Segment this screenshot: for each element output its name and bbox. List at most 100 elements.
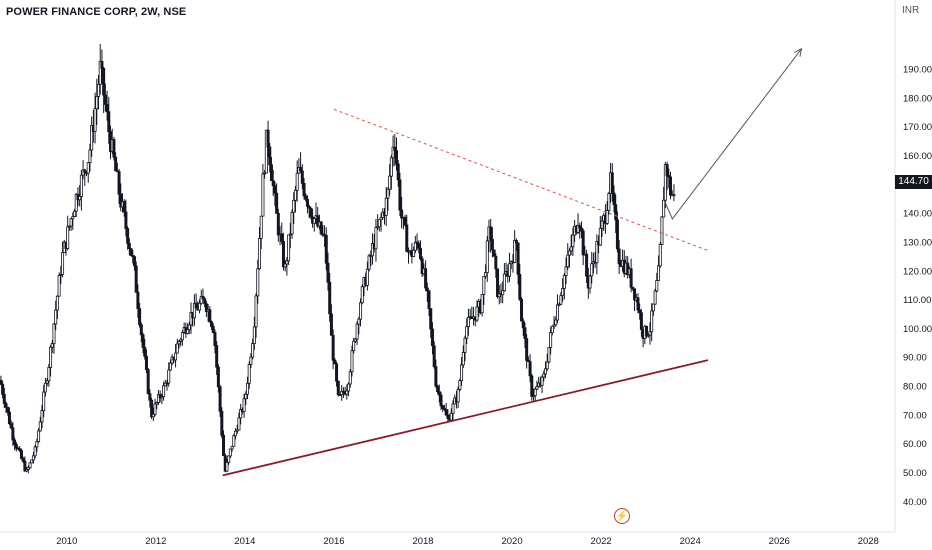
candle xyxy=(513,230,517,264)
candle xyxy=(259,215,263,250)
candle-body xyxy=(610,172,614,194)
candle xyxy=(357,316,361,335)
candle xyxy=(391,135,395,167)
x-tick-label: 2026 xyxy=(769,536,790,547)
candle-body xyxy=(107,111,111,132)
candle-body xyxy=(4,403,8,408)
candle-body xyxy=(7,411,11,425)
y-tick-label: 60.00 xyxy=(903,439,927,450)
candle-body xyxy=(167,369,171,384)
candle xyxy=(658,242,662,269)
candle-body xyxy=(598,227,602,246)
candle-body xyxy=(449,412,453,421)
candle-body xyxy=(143,346,147,357)
candle-body xyxy=(329,313,333,336)
candle xyxy=(545,353,549,371)
candle xyxy=(665,161,669,191)
candle-body xyxy=(26,467,30,470)
candle xyxy=(626,256,630,279)
candle-body xyxy=(444,409,448,416)
candle-body xyxy=(389,157,393,177)
x-tick-label: 2018 xyxy=(412,536,433,547)
candle xyxy=(331,329,335,370)
candle xyxy=(338,393,342,397)
candle xyxy=(326,252,330,291)
candle xyxy=(567,248,571,268)
candle-body xyxy=(379,217,383,221)
candle-body xyxy=(112,139,116,158)
candle-body xyxy=(521,320,525,329)
candle xyxy=(67,225,71,231)
candle xyxy=(663,162,667,209)
candle xyxy=(50,340,54,354)
candle xyxy=(127,238,131,256)
candle xyxy=(350,345,354,377)
candle-body xyxy=(288,233,292,236)
candle xyxy=(269,157,273,182)
y-tick-label: 190.00 xyxy=(903,65,932,76)
candle-body xyxy=(420,258,424,275)
candle xyxy=(412,246,416,258)
candle-body xyxy=(333,359,337,365)
candle xyxy=(249,352,253,368)
candle xyxy=(42,384,46,418)
candle xyxy=(424,260,428,292)
candle xyxy=(461,345,465,369)
candle xyxy=(40,405,44,429)
candle xyxy=(244,391,248,405)
y-tick-label: 180.00 xyxy=(903,93,932,104)
candle-body xyxy=(21,458,25,462)
candle-body xyxy=(174,352,178,361)
candle-body xyxy=(316,215,320,227)
candle-body xyxy=(204,303,208,313)
y-tick-label: 160.00 xyxy=(903,151,932,162)
candle-body xyxy=(33,446,37,457)
candle xyxy=(535,380,539,391)
candle xyxy=(122,199,126,217)
candle xyxy=(393,134,397,167)
candle xyxy=(360,284,364,305)
candle xyxy=(35,438,39,453)
candle xyxy=(261,163,265,217)
candle xyxy=(61,241,65,278)
candle xyxy=(578,222,582,239)
candle xyxy=(543,361,547,379)
candle xyxy=(126,226,130,250)
candle-body xyxy=(292,199,296,213)
x-tick-label: 2016 xyxy=(323,536,344,547)
candle-body xyxy=(239,409,243,419)
candle xyxy=(302,178,306,200)
candle xyxy=(463,335,467,362)
candle-body xyxy=(639,312,643,330)
candle xyxy=(490,227,494,258)
candle-body xyxy=(283,263,287,268)
candle-body xyxy=(79,174,83,197)
candle xyxy=(562,273,566,300)
dividend-event-icon[interactable]: ⚡ xyxy=(614,508,630,524)
candle xyxy=(569,234,573,256)
candle xyxy=(547,347,551,364)
candle xyxy=(295,160,299,202)
candle xyxy=(251,338,255,360)
candle-body xyxy=(520,298,524,322)
candle xyxy=(162,381,166,401)
candle xyxy=(283,259,287,272)
candle-body xyxy=(326,262,330,283)
candle-body xyxy=(338,394,342,397)
x-tick-label: 2014 xyxy=(234,536,255,547)
candle-body xyxy=(192,302,196,319)
candle xyxy=(329,304,333,336)
candle-body xyxy=(264,129,268,174)
candle-body xyxy=(180,332,184,341)
y-tick-label: 100.00 xyxy=(903,324,932,335)
candle xyxy=(631,286,635,292)
candle-body xyxy=(542,373,546,378)
candle-body xyxy=(42,391,46,412)
candle xyxy=(150,397,154,419)
candle xyxy=(394,137,398,171)
candle-body xyxy=(525,338,529,361)
candle-body xyxy=(436,385,440,392)
candle-body xyxy=(369,255,373,258)
candle xyxy=(559,292,563,305)
